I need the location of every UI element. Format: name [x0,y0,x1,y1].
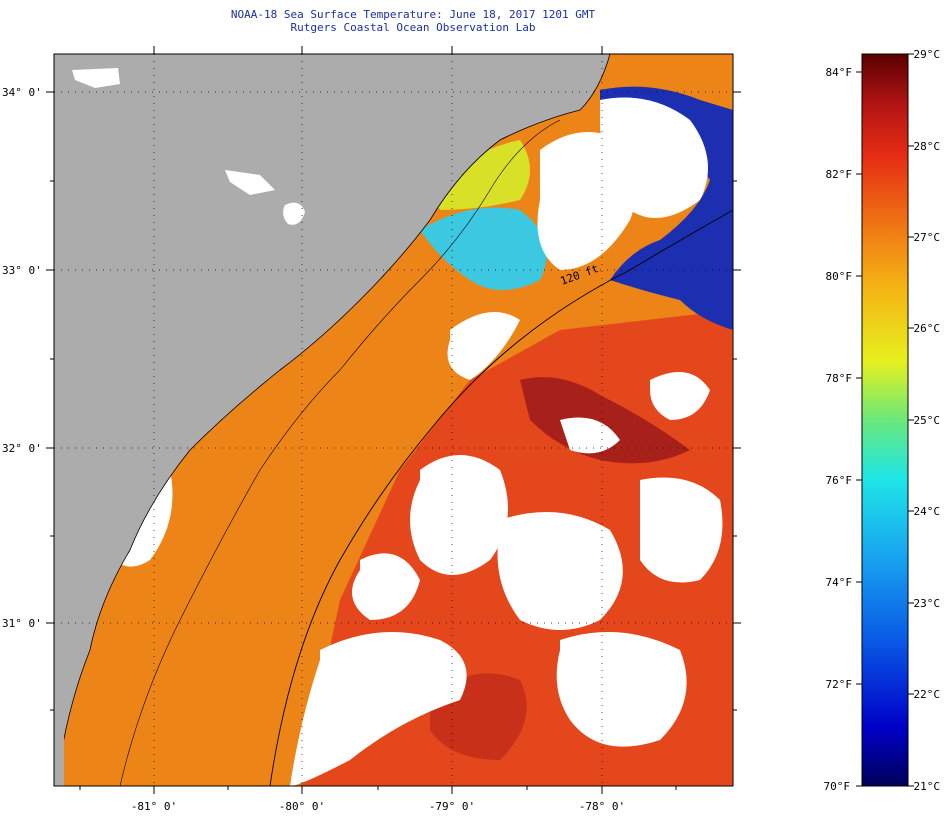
graticule [54,54,733,786]
lon-label: -80° 0' [279,800,325,813]
scale-label-f: 78°F [826,372,853,385]
yellow-water-region [430,140,530,210]
page-subtitle: Rutgers Coastal Ocean Observation Lab [290,21,536,34]
lat-label: 32° 0' [2,442,42,455]
shelf-contour [119,119,561,786]
land-edge [54,54,64,786]
land-cloud-patches [72,68,305,225]
color-scale-bar [861,53,909,787]
scale-label-c: 21°C [914,780,941,793]
scale-label-c: 24°C [914,505,941,518]
scale-label-f: 82°F [826,168,853,181]
scale-label-c: 28°C [914,140,941,153]
lat-label: 34° 0' [2,86,42,99]
land-mass [54,54,611,786]
scale-label-f: 84°F [826,66,853,79]
scale-label-f: 72°F [826,678,853,691]
scale-label-f: 76°F [826,474,853,487]
lon-label: -81° 0' [131,800,177,813]
scale-label-c: 29°C [914,48,941,61]
page-title: NOAA-18 Sea Surface Temperature: June 18… [230,8,596,21]
scale-label-f: 70°F [824,780,851,793]
scale-label-c: 22°C [914,688,941,701]
map-frame [53,53,734,787]
lat-label: 31° 0' [2,617,42,630]
cool-water-region [420,207,547,290]
scale-label-c: 25°C [914,414,941,427]
scale-label-f: 80°F [826,270,853,283]
scale-label-c: 27°C [914,231,941,244]
scale-label-f: 74°F [826,576,853,589]
colorbar-ticks [856,53,914,787]
scale-label-c: 26°C [914,322,941,335]
axis-ticks [46,46,741,794]
lon-label: -79° 0' [429,800,475,813]
cloud-cover [95,97,723,786]
lon-label: -78° 0' [579,800,625,813]
depth-contour [269,209,733,786]
hot-core-region [520,377,690,464]
lat-label: 33° 0' [2,264,42,277]
scale-label-c: 23°C [914,597,941,610]
